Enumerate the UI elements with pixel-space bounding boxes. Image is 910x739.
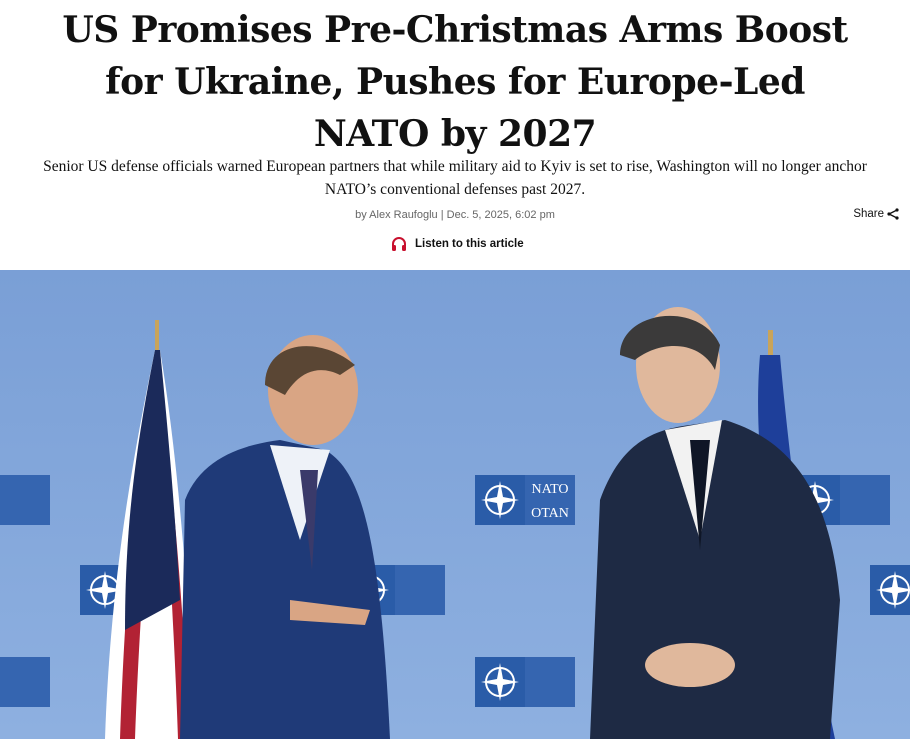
us-flag <box>105 320 195 739</box>
share-label: Share <box>853 208 884 220</box>
subtitle-line: NATO’s conventional defenses past 2027. <box>324 181 586 198</box>
listen-button[interactable]: Listen to this article <box>391 236 524 251</box>
headline-line: NATO by 2027 <box>313 113 597 155</box>
headline: US Promises Pre-Christmas Arms Boost for… <box>0 4 910 160</box>
headline-line: US Promises Pre-Christmas Arms Boost <box>62 9 848 51</box>
headline-line: for Ukraine, Pushes for Europe-Led <box>105 61 805 103</box>
article-photo: NATO OTAN <box>0 270 910 739</box>
share-button[interactable]: Share <box>853 208 899 220</box>
listen-label: Listen to this article <box>415 237 524 250</box>
subtitle-line: Senior US defense officials warned Europ… <box>43 158 867 175</box>
person-right <box>590 307 840 739</box>
headphones-icon <box>392 237 406 251</box>
person-left <box>180 335 390 739</box>
byline: by Alex Raufoglu | Dec. 5, 2025, 6:02 pm <box>355 209 555 221</box>
nato-logo: NATO OTAN <box>474 474 576 526</box>
svg-text:NATO: NATO <box>531 482 568 497</box>
svg-text:OTAN: OTAN <box>531 506 569 521</box>
share-icon <box>887 208 899 220</box>
article-subtitle: Senior US defense officials warned Europ… <box>8 155 902 201</box>
